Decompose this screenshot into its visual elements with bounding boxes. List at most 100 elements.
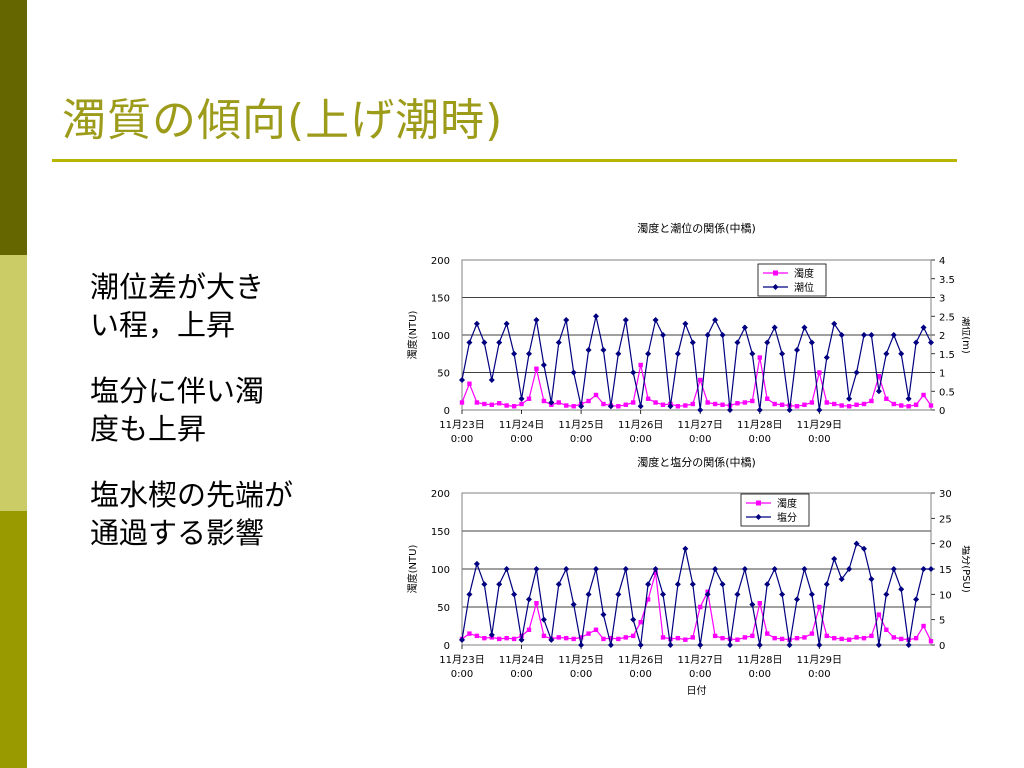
data-point (712, 317, 719, 323)
data-point (578, 635, 584, 640)
data-point (667, 642, 674, 648)
data-point (928, 403, 934, 408)
y-tick-label: 100 (431, 331, 450, 342)
data-point (466, 591, 473, 598)
data-point (548, 636, 555, 643)
data-point (720, 635, 725, 641)
x-tick-date: 11月28日 (737, 419, 782, 431)
data-point (623, 635, 628, 640)
data-point (586, 631, 591, 636)
legend-box (757, 263, 827, 297)
data-point (503, 566, 510, 572)
data-point (741, 566, 748, 572)
data-point (497, 636, 502, 642)
data-point (533, 566, 540, 572)
y2-tick-label: 1 (939, 369, 945, 380)
data-point (586, 398, 591, 404)
data-point (473, 560, 480, 567)
data-point (698, 604, 703, 610)
data-point (742, 400, 748, 405)
x-tick-time: 0:00 (749, 434, 771, 445)
y-axis-label: 濁度(NTU) (406, 311, 419, 360)
data-point (653, 400, 658, 405)
data-point (839, 636, 844, 642)
data-point (712, 633, 718, 639)
y2-tick-label: 4 (939, 256, 945, 267)
data-point (473, 320, 480, 327)
data-point (482, 401, 487, 407)
chart-title: 濁度と塩分の関係(中橋) (637, 455, 756, 469)
data-point (808, 339, 815, 346)
data-point (890, 566, 897, 572)
x-tick-date: 11月27日 (677, 419, 722, 431)
x-tick-time: 0:00 (629, 434, 651, 445)
x-tick-date: 11月26日 (618, 654, 663, 666)
data-point (593, 566, 599, 572)
data-point (905, 642, 912, 648)
x-tick-time: 0:00 (689, 669, 711, 680)
data-point (585, 347, 592, 353)
y2-tick-label: 2.5 (939, 312, 955, 323)
data-point (913, 402, 919, 407)
legend-marker (756, 500, 761, 506)
data-point (846, 404, 852, 409)
data-point (921, 392, 926, 398)
data-point (928, 639, 934, 644)
data-point (876, 612, 882, 617)
data-point (489, 402, 494, 407)
data-point (786, 407, 793, 413)
sidebar-block-top (0, 0, 27, 255)
data-point (683, 637, 688, 642)
data-point (704, 332, 711, 338)
series-line (461, 542, 931, 646)
data-point (541, 398, 547, 404)
data-point (474, 400, 480, 405)
data-point (928, 339, 934, 346)
data-point (593, 313, 599, 320)
data-point (898, 350, 905, 357)
data-point (675, 404, 681, 409)
data-point (869, 633, 874, 639)
data-point (503, 320, 510, 327)
data-point (749, 601, 756, 608)
data-point (571, 404, 576, 409)
data-point (875, 642, 882, 648)
y-tick-label: 50 (437, 369, 450, 380)
data-point (779, 636, 785, 642)
x-tick-time: 0:00 (808, 669, 830, 680)
data-point (540, 362, 547, 368)
x-tick-date: 11月29日 (797, 419, 842, 431)
data-point (734, 591, 741, 598)
y-axis-label: 濁度(NTU) (406, 545, 419, 594)
data-point (623, 402, 628, 407)
legend-label: 濁度 (794, 267, 814, 280)
data-point (883, 350, 890, 357)
data-point (674, 350, 681, 357)
data-point (794, 635, 800, 641)
x-tick-time: 0:00 (689, 434, 711, 445)
data-point (585, 591, 592, 598)
x-tick-time: 0:00 (570, 669, 592, 680)
data-point (466, 339, 473, 346)
data-point (794, 596, 800, 603)
data-point (690, 635, 695, 640)
data-point (756, 642, 763, 648)
y2-tick-label: 3 (939, 294, 945, 305)
data-point (601, 401, 606, 407)
bullet-item: 塩水楔の先端が 通過する影響 (90, 476, 390, 552)
data-point (801, 566, 808, 572)
data-point (601, 636, 606, 642)
data-point (698, 377, 703, 383)
bullet-list: 潮位差が大き い程，上昇 塩分に伴い濁 度も上昇 塩水楔の先端が 通過する影響 (90, 268, 390, 580)
data-point (899, 403, 904, 408)
legend-box (740, 493, 810, 527)
data-point (504, 403, 509, 408)
x-tick-time: 0:00 (629, 669, 651, 680)
data-point (802, 402, 807, 407)
data-point (519, 633, 524, 639)
data-point (868, 332, 875, 338)
data-point (675, 635, 681, 641)
data-point (608, 635, 614, 641)
y2-axis-label: 塩分(PSU) (960, 545, 970, 593)
data-point (765, 631, 770, 636)
